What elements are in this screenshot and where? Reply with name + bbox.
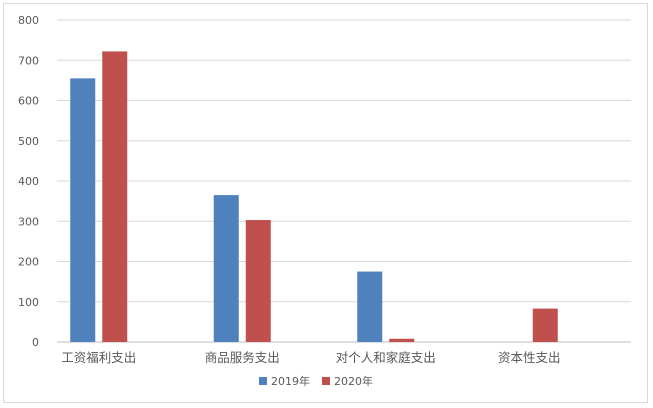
bar-chart: 0 100 200 300 400 500 600 700 800 工资福利支出 商品服务支出 对个… xyxy=(18,14,631,388)
x-category-label: 工资福利支出 xyxy=(61,350,136,365)
legend-label: 2019年 xyxy=(271,374,310,388)
bar-series-2 xyxy=(102,51,128,343)
bar-series-1 xyxy=(213,195,239,342)
bar-series-2 xyxy=(389,338,415,342)
y-tick-label: 400 xyxy=(18,175,39,188)
y-axis-ticks: 0 100 200 300 400 500 600 700 800 xyxy=(18,14,39,349)
bars xyxy=(70,51,558,343)
legend-swatch xyxy=(322,377,330,385)
bar-series-2 xyxy=(245,220,271,342)
x-category-label: 商品服务支出 xyxy=(205,350,280,365)
y-tick-label: 100 xyxy=(18,296,39,309)
bar-series-1 xyxy=(70,78,96,343)
y-tick-label: 600 xyxy=(18,95,39,108)
x-axis-categories: 工资福利支出 商品服务支出 对个人和家庭支出 资本性支出 xyxy=(61,350,560,365)
y-tick-label: 200 xyxy=(18,256,39,269)
legend: 2019年 2020年 xyxy=(259,374,373,388)
x-category-label: 资本性支出 xyxy=(498,350,561,365)
bar-series-2 xyxy=(532,308,558,342)
y-tick-label: 700 xyxy=(18,54,39,67)
bar-series-1 xyxy=(357,271,383,342)
y-tick-label: 300 xyxy=(18,215,39,228)
y-tick-label: 0 xyxy=(32,336,39,349)
chart-frame: 0 100 200 300 400 500 600 700 800 工资福利支出 商品服务支出 对个… xyxy=(3,3,648,403)
legend-swatch xyxy=(259,377,267,385)
x-category-label: 对个人和家庭支出 xyxy=(336,350,436,365)
gridlines xyxy=(57,19,631,343)
y-tick-label: 500 xyxy=(18,135,39,148)
legend-label: 2020年 xyxy=(334,374,373,388)
y-tick-label: 800 xyxy=(18,14,39,27)
